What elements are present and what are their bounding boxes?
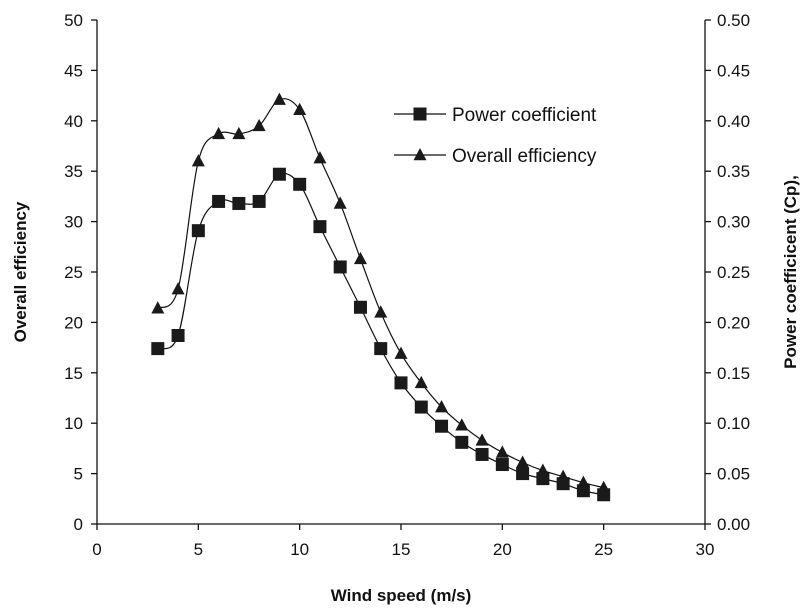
data-point-square — [272, 167, 286, 181]
legend-label: Power coefficient — [452, 105, 597, 126]
data-point-square — [232, 196, 246, 210]
y-tick-label-right: 0.50 — [717, 11, 750, 30]
data-point-square — [495, 458, 509, 472]
y-tick-label-left: 5 — [74, 465, 83, 484]
legend-marker-triangle — [413, 147, 427, 161]
data-point-triangle — [232, 126, 246, 140]
data-point-triangle — [556, 469, 570, 482]
data-point-square — [394, 376, 408, 390]
data-point-triangle — [252, 118, 266, 132]
y-tick-label-left: 20 — [64, 313, 83, 332]
data-point-square — [435, 419, 449, 433]
data-point-square — [212, 194, 226, 208]
y-axis-title-right: Power coefficicent (Cp), — [781, 175, 800, 369]
data-point-square — [516, 467, 530, 481]
legend-item: Overall efficiency — [394, 146, 597, 167]
data-point-triangle — [455, 418, 469, 431]
x-tick-label: 15 — [392, 540, 411, 559]
data-point-triangle — [516, 455, 530, 468]
y-tick-label-left: 45 — [64, 61, 83, 80]
data-point-triangle — [212, 126, 226, 140]
data-point-triangle — [495, 445, 509, 458]
data-point-square — [171, 329, 185, 343]
data-point-square — [252, 194, 266, 208]
data-point-square — [151, 342, 165, 356]
legend-item: Power coefficient — [394, 105, 597, 126]
y-tick-label-right: 0.30 — [717, 213, 750, 232]
x-tick-label: 5 — [194, 540, 203, 559]
series-power-coefficient — [151, 167, 611, 502]
data-point-triangle — [536, 463, 550, 476]
data-point-square — [191, 224, 205, 238]
data-point-triangle — [475, 433, 489, 446]
data-point-triangle — [293, 102, 307, 115]
data-point-triangle — [353, 251, 367, 265]
y-tick-label-left: 50 — [64, 11, 83, 30]
data-point-square — [293, 177, 307, 191]
data-point-square — [414, 400, 428, 414]
x-axis-title: Wind speed (m/s) — [331, 586, 472, 605]
data-point-square — [353, 300, 367, 314]
y-tick-label-right: 0.15 — [717, 364, 750, 383]
y-tick-label-left: 10 — [64, 414, 83, 433]
data-point-square — [313, 220, 327, 234]
x-tick-label: 25 — [594, 540, 613, 559]
data-point-triangle — [313, 151, 327, 164]
data-point-triangle — [394, 346, 408, 359]
y-tick-label-right: 0.20 — [717, 313, 750, 332]
data-point-triangle — [171, 282, 185, 295]
x-tick-label: 30 — [696, 540, 715, 559]
data-point-triangle — [333, 196, 347, 209]
legend-marker-square — [413, 107, 427, 121]
axes: 0 5 10 15 20 25 30 0 5 10 15 20 25 30 35 40 45 50 0.00 0.05… — [64, 11, 750, 559]
data-point-triangle — [576, 475, 590, 488]
y-tick-label-right: 0.10 — [717, 414, 750, 433]
x-tick-label: 10 — [290, 540, 309, 559]
y-axis-title-left: Overall efficiency — [11, 201, 30, 342]
series-layer — [151, 92, 611, 502]
data-point-triangle — [414, 375, 428, 389]
x-tick-label: 20 — [493, 540, 512, 559]
y-tick-label-left: 15 — [64, 364, 83, 383]
legend: Power coefficient Overall efficiency — [394, 105, 597, 167]
y-tick-label-right: 0.35 — [717, 162, 750, 181]
data-point-triangle — [191, 154, 205, 167]
data-point-square — [455, 435, 469, 449]
data-point-triangle — [597, 480, 611, 493]
y-tick-label-left: 35 — [64, 162, 83, 181]
data-point-square — [475, 447, 489, 461]
y-tick-label-right: 0.40 — [717, 112, 750, 131]
series-line — [157, 172, 604, 496]
data-point-triangle — [272, 92, 286, 105]
y-tick-label-right: 0.05 — [717, 465, 750, 484]
y-tick-label-left: 0 — [74, 515, 83, 534]
y-tick-label-right: 0.25 — [717, 263, 750, 282]
data-point-triangle — [374, 305, 388, 318]
y-tick-label-left: 25 — [64, 263, 83, 282]
data-point-triangle — [151, 301, 165, 314]
data-point-triangle — [435, 400, 449, 413]
legend-label: Overall efficiency — [452, 146, 597, 167]
series-overall-efficiency — [151, 92, 611, 493]
y-tick-label-right: 0.45 — [717, 61, 750, 80]
x-tick-label: 0 — [92, 540, 101, 559]
y-tick-label-left: 40 — [64, 112, 83, 131]
data-point-square — [374, 342, 388, 356]
y-tick-label-right: 0.00 — [717, 515, 750, 534]
data-point-square — [333, 260, 347, 274]
y-tick-label-left: 30 — [64, 213, 83, 232]
